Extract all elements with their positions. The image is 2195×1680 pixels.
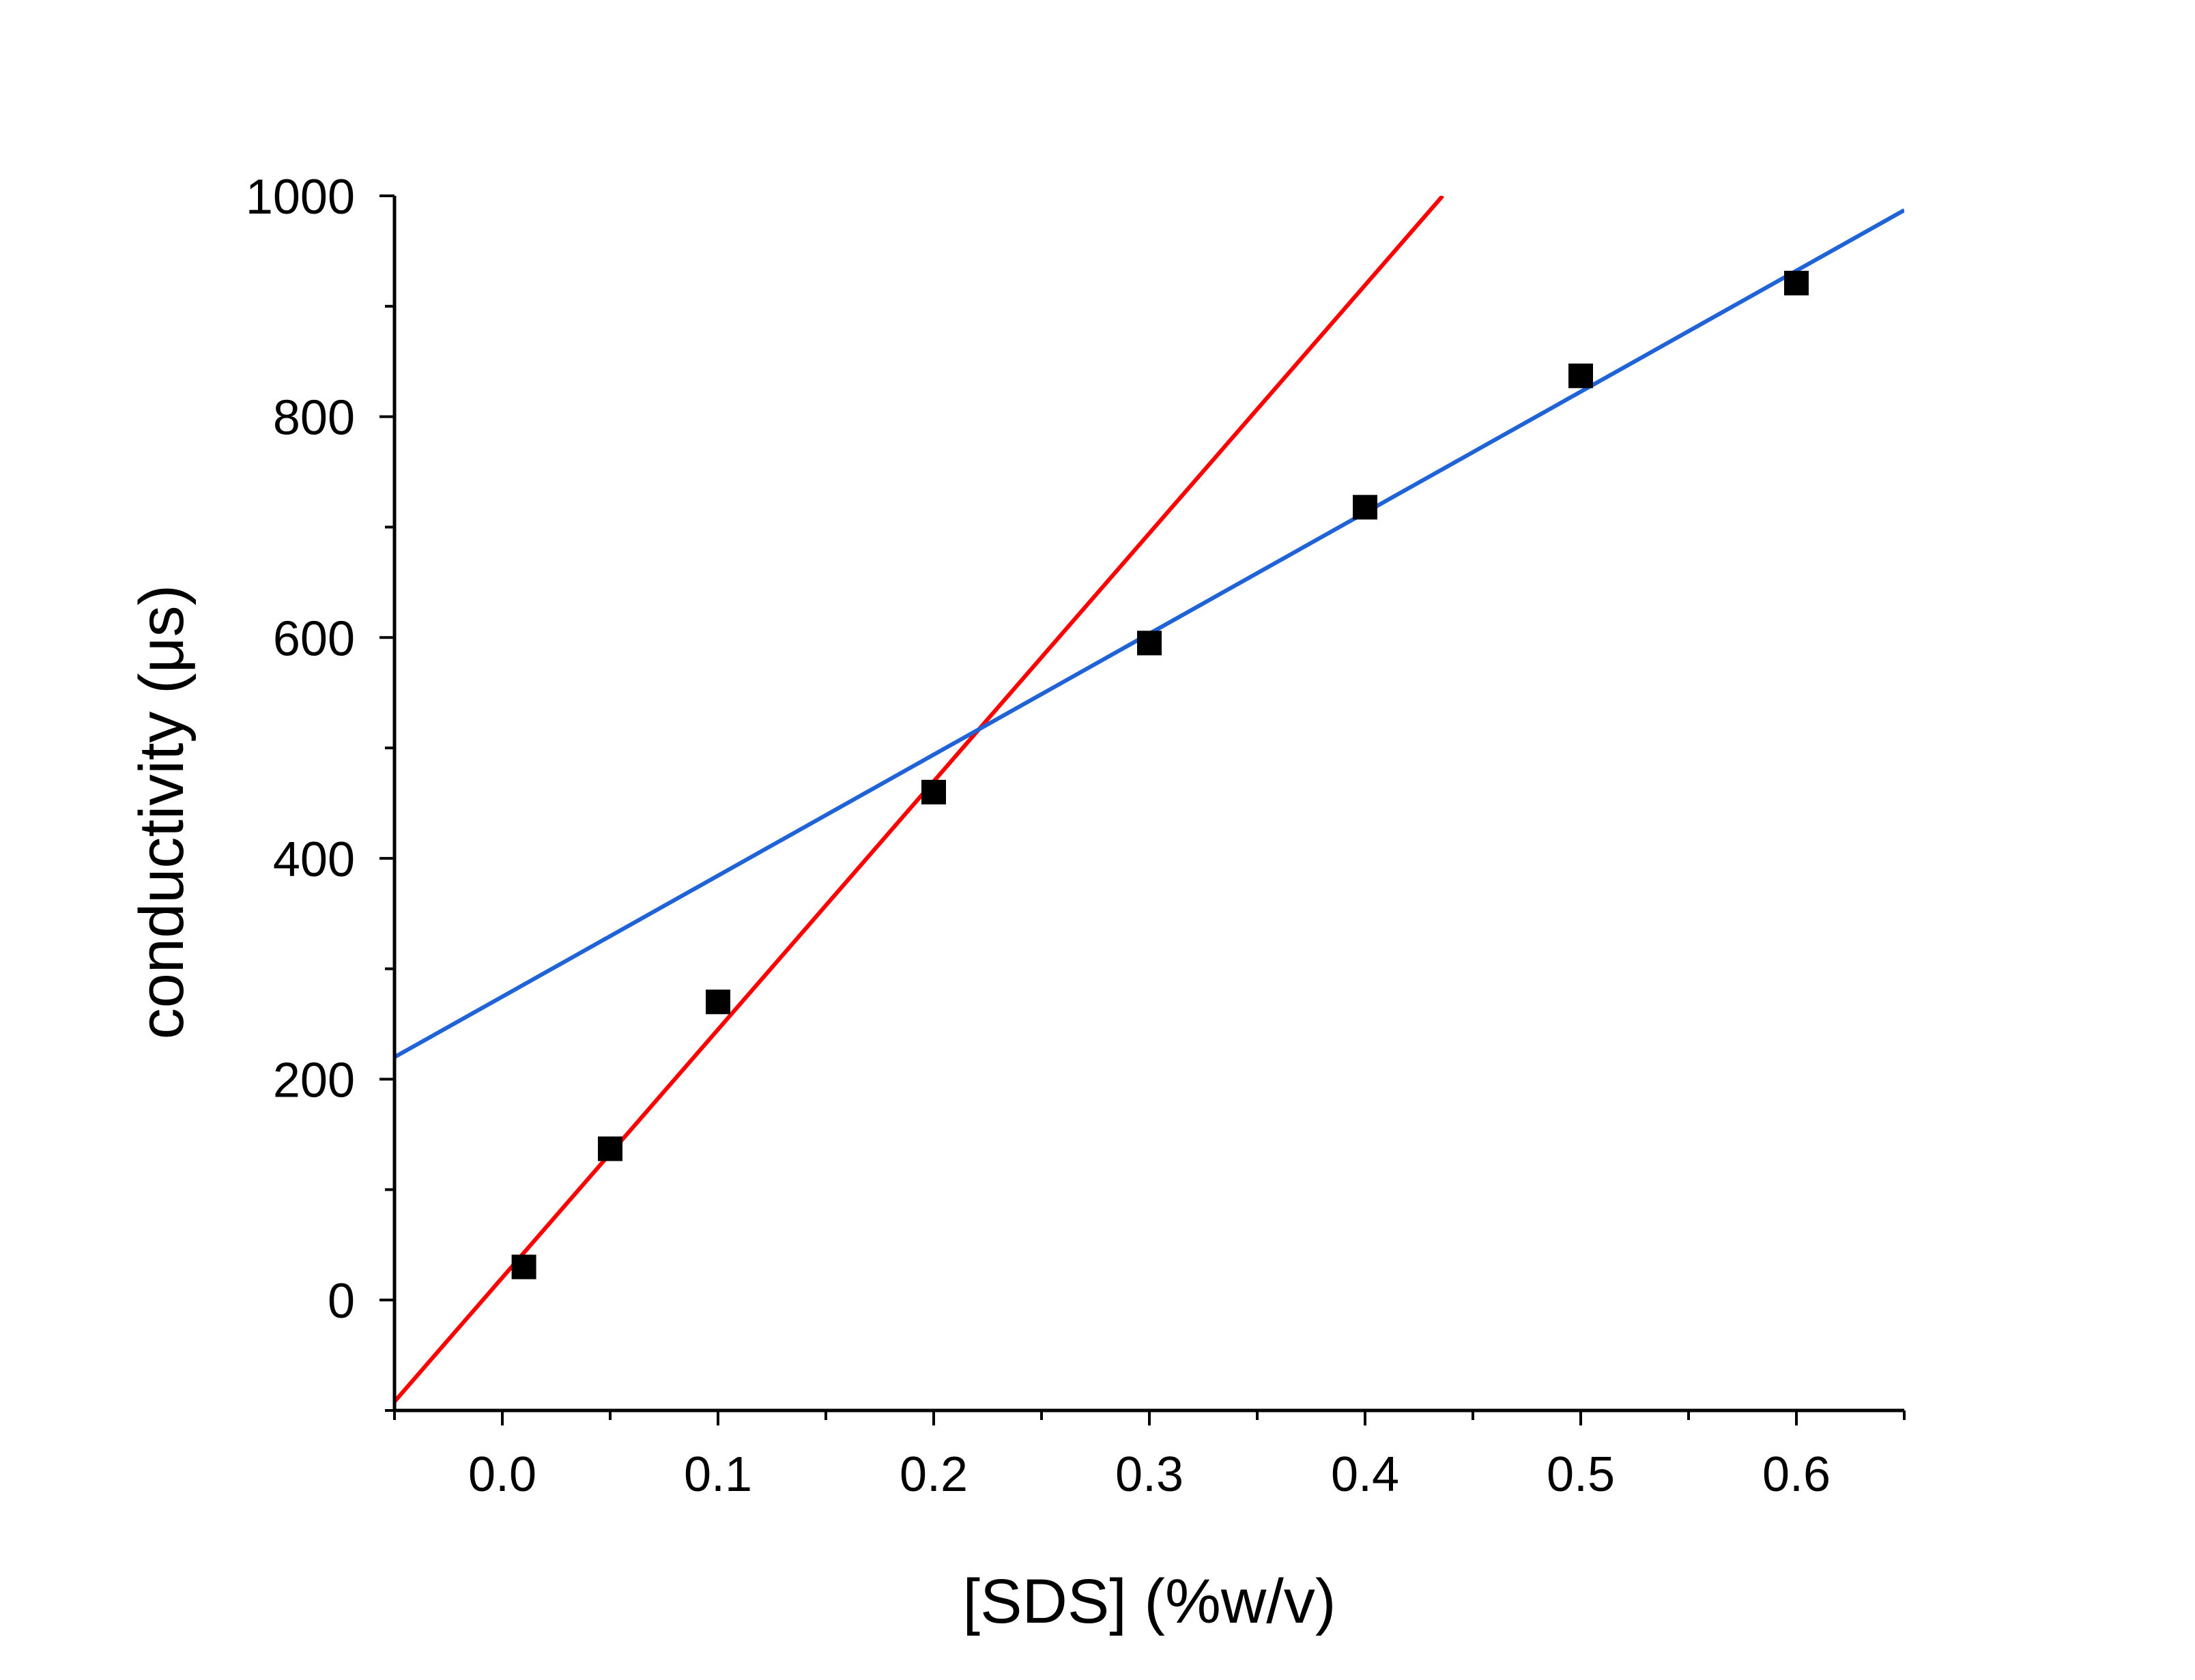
- fit-lines: [394, 196, 1904, 1404]
- x-tick-labels: 0.0 0.1 0.2 0.3 0.4 0.5 0.6: [468, 1447, 1831, 1502]
- data-point: [1784, 270, 1809, 295]
- x-tick-label: 0.2: [900, 1447, 968, 1502]
- data-point: [1568, 363, 1593, 388]
- data-point: [598, 1136, 622, 1161]
- y-tick-label: 400: [273, 832, 355, 887]
- x-tick-label: 0.1: [684, 1447, 752, 1502]
- data-point: [1137, 631, 1162, 656]
- y-tick-label: 0: [328, 1274, 355, 1329]
- y-axis-title: conductivity (μs): [127, 585, 197, 1040]
- x-tick-label: 0.0: [468, 1447, 536, 1502]
- data-point: [1353, 495, 1377, 520]
- y-tick-label: 800: [273, 391, 355, 446]
- y-tick-label: 600: [273, 611, 355, 666]
- x-tick-label: 0.5: [1547, 1447, 1615, 1502]
- data-point: [706, 989, 730, 1015]
- data-point: [511, 1254, 536, 1279]
- x-tick-label: 0.3: [1115, 1447, 1183, 1502]
- x-tick-label: 0.4: [1331, 1447, 1399, 1502]
- y-tick-label: 1000: [246, 170, 355, 225]
- data-points: [511, 270, 1809, 1279]
- axes: [379, 194, 1906, 1425]
- y-tick-labels: 0 200 400 600 800 1000: [246, 170, 355, 1329]
- x-axis-title: [SDS] (%w/v): [963, 1567, 1336, 1636]
- data-point: [921, 779, 946, 805]
- y-tick-label: 200: [273, 1054, 355, 1108]
- x-tick-label: 0.6: [1762, 1447, 1831, 1502]
- fit-line-red: [394, 196, 1445, 1404]
